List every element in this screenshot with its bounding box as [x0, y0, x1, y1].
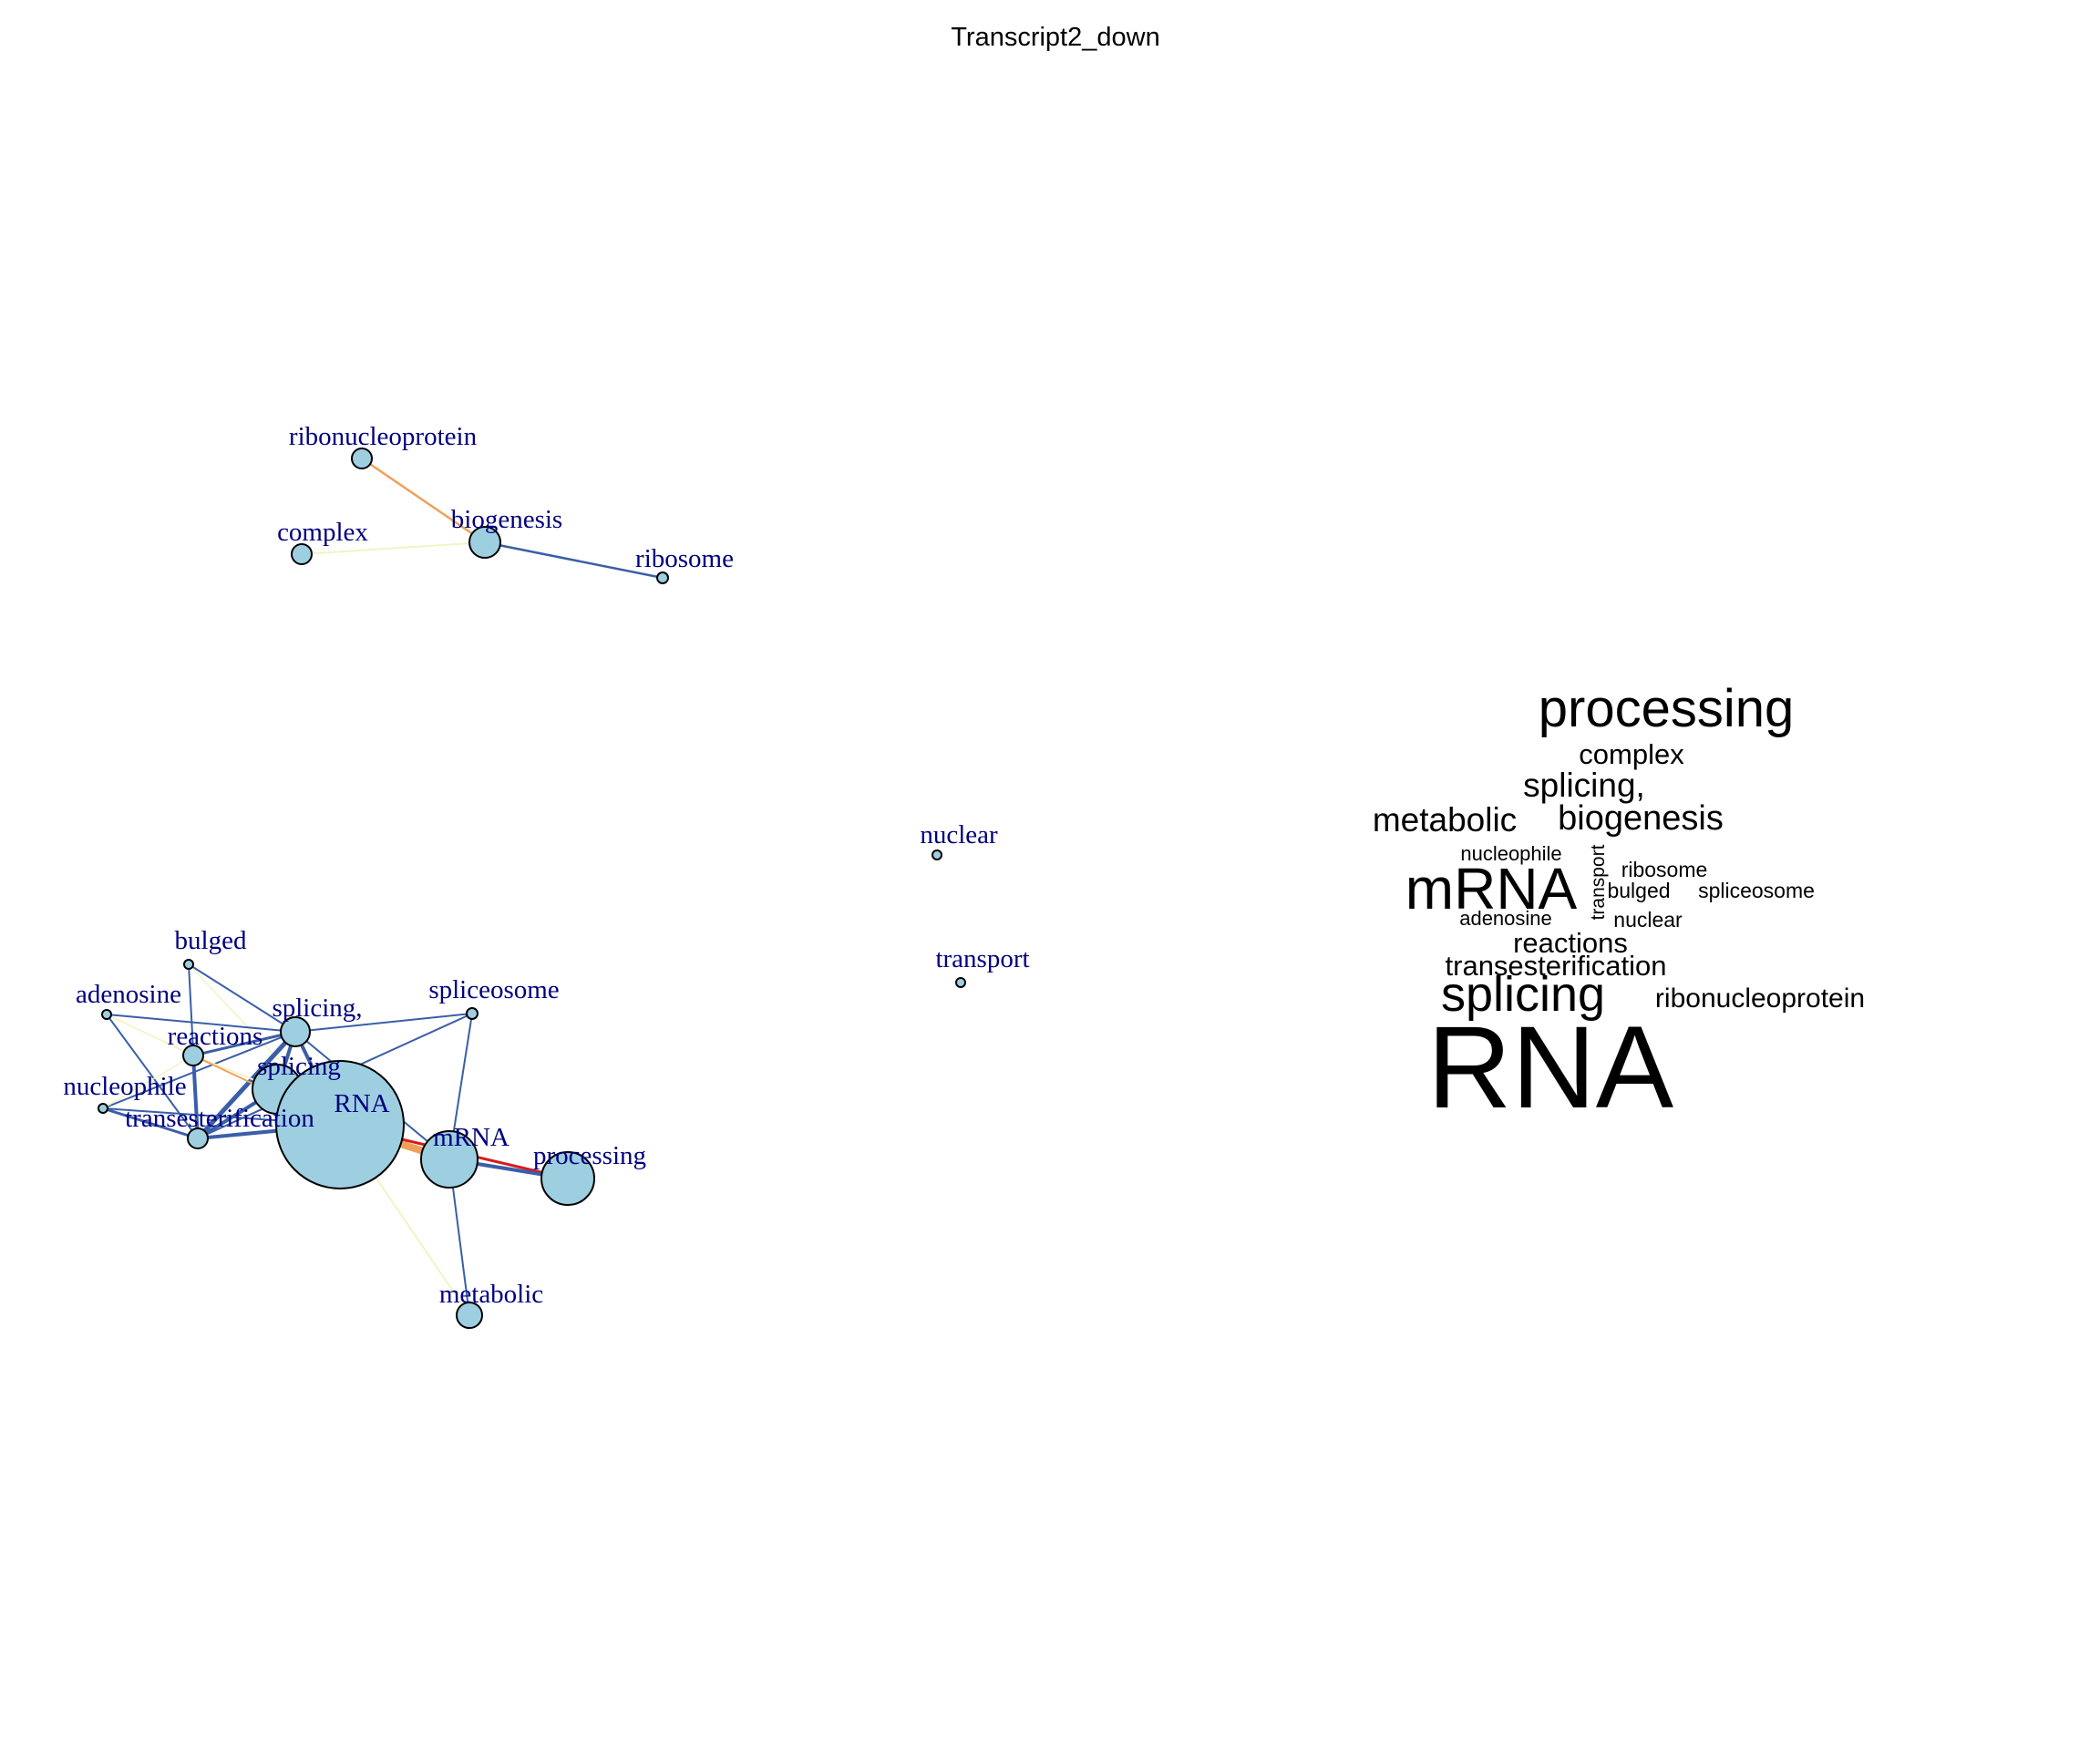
node-mRNA: [420, 1130, 479, 1189]
node-label-mRNA: mRNA: [433, 1123, 510, 1152]
chart-title: Transcript2_down: [951, 23, 1159, 52]
edge-adenosine-splicing_comma: [106, 1014, 296, 1033]
cloud-word-ribosome: ribosome: [1621, 858, 1708, 881]
edge-nucleophile-transesterification: [101, 1107, 200, 1140]
node-transesterification: [187, 1127, 209, 1149]
node-label-splicing: splicing: [257, 1052, 341, 1081]
cloud-word-ribonucleoprotein: ribonucleoprotein: [1655, 983, 1865, 1014]
node-label-processing: processing: [533, 1141, 646, 1170]
node-label-biogenesis: biogenesis: [451, 505, 562, 534]
edge-adenosine-transesterification: [106, 1014, 199, 1139]
node-label-transport: transport: [935, 944, 1029, 973]
node-label-complex: complex: [277, 518, 368, 547]
node-ribosome: [656, 571, 669, 584]
cloud-word-adenosine: adenosine: [1459, 907, 1552, 930]
edge-splicing_comma-nucleophile: [102, 1031, 296, 1109]
cloud-word-splicing: splicing: [1441, 967, 1605, 1022]
cloud-word-transesterification: transesterification: [1446, 950, 1667, 982]
node-label-reactions: reactions: [168, 1022, 263, 1051]
cloud-word-RNA: RNA: [1427, 1003, 1674, 1133]
node-label-splicing_comma: splicing,: [272, 993, 362, 1023]
node-metabolic: [456, 1302, 483, 1329]
node-label-ribosome: ribosome: [635, 544, 734, 573]
node-processing: [540, 1151, 595, 1206]
node-label-spliceosome: spliceosome: [428, 975, 559, 1004]
edge-reactions-transesterification: [191, 1054, 200, 1140]
cloud-word-transport: transport: [1588, 844, 1609, 920]
node-label-metabolic: metabolic: [439, 1280, 543, 1309]
cloud-word-biogenesis: biogenesis: [1558, 799, 1724, 838]
node-bulged: [183, 959, 194, 970]
node-reactions: [182, 1045, 204, 1066]
edge-bulged-splicing_comma: [188, 963, 296, 1033]
node-nuclear: [932, 849, 942, 860]
node-label-RNA: RNA: [334, 1089, 389, 1118]
cloud-word-metabolic: metabolic: [1373, 801, 1517, 839]
node-RNA: [275, 1060, 405, 1189]
edge-adenosine-reactions: [106, 1014, 194, 1056]
node-complex: [291, 543, 313, 565]
edge-splicing_comma-spliceosome: [294, 1013, 473, 1033]
node-label-ribonucleoprotein: ribonucleoprotein: [289, 422, 478, 451]
edge-splicing_comma-reactions: [191, 1030, 297, 1057]
cloud-word-reactions: reactions: [1513, 927, 1628, 959]
node-label-bulged: bulged: [175, 926, 247, 955]
cloud-word-processing: processing: [1539, 679, 1794, 738]
node-splicing_comma: [280, 1016, 311, 1047]
node-label-adenosine: adenosine: [76, 980, 181, 1009]
node-transport: [955, 977, 966, 988]
edge-reactions-nucleophile: [102, 1055, 194, 1109]
edge-biogenesis-ribosome: [483, 540, 664, 580]
node-label-transesterification: transesterification: [125, 1104, 314, 1133]
cloud-word-splicing-comma: splicing,: [1523, 767, 1645, 804]
cloud-word-complex: complex: [1579, 738, 1684, 770]
node-label-nuclear: nuclear: [920, 820, 998, 849]
edge-complex-biogenesis: [301, 541, 486, 555]
edge-splicing_comma-transesterification: [195, 1029, 298, 1141]
node-adenosine: [101, 1009, 112, 1020]
network-nodes: [98, 448, 966, 1329]
cloud-word-mRNA: mRNA: [1405, 856, 1578, 921]
cloud-word-spliceosome: spliceosome: [1698, 879, 1815, 902]
node-label-nucleophile: nucleophile: [63, 1072, 186, 1101]
network-labels: ribonucleoprotein complex biogenesis riboso…: [63, 422, 1029, 1309]
node-ribonucleoprotein: [351, 448, 373, 469]
node-spliceosome: [466, 1007, 479, 1020]
cloud-word-nuclear: nuclear: [1613, 908, 1683, 932]
cloud-word-nucleophile: nucleophile: [1460, 842, 1561, 865]
node-nucleophile: [98, 1103, 108, 1114]
node-biogenesis: [468, 526, 501, 559]
edge-ribonucleoprotein-biogenesis: [360, 457, 487, 544]
cloud-word-bulged: bulged: [1607, 879, 1670, 902]
